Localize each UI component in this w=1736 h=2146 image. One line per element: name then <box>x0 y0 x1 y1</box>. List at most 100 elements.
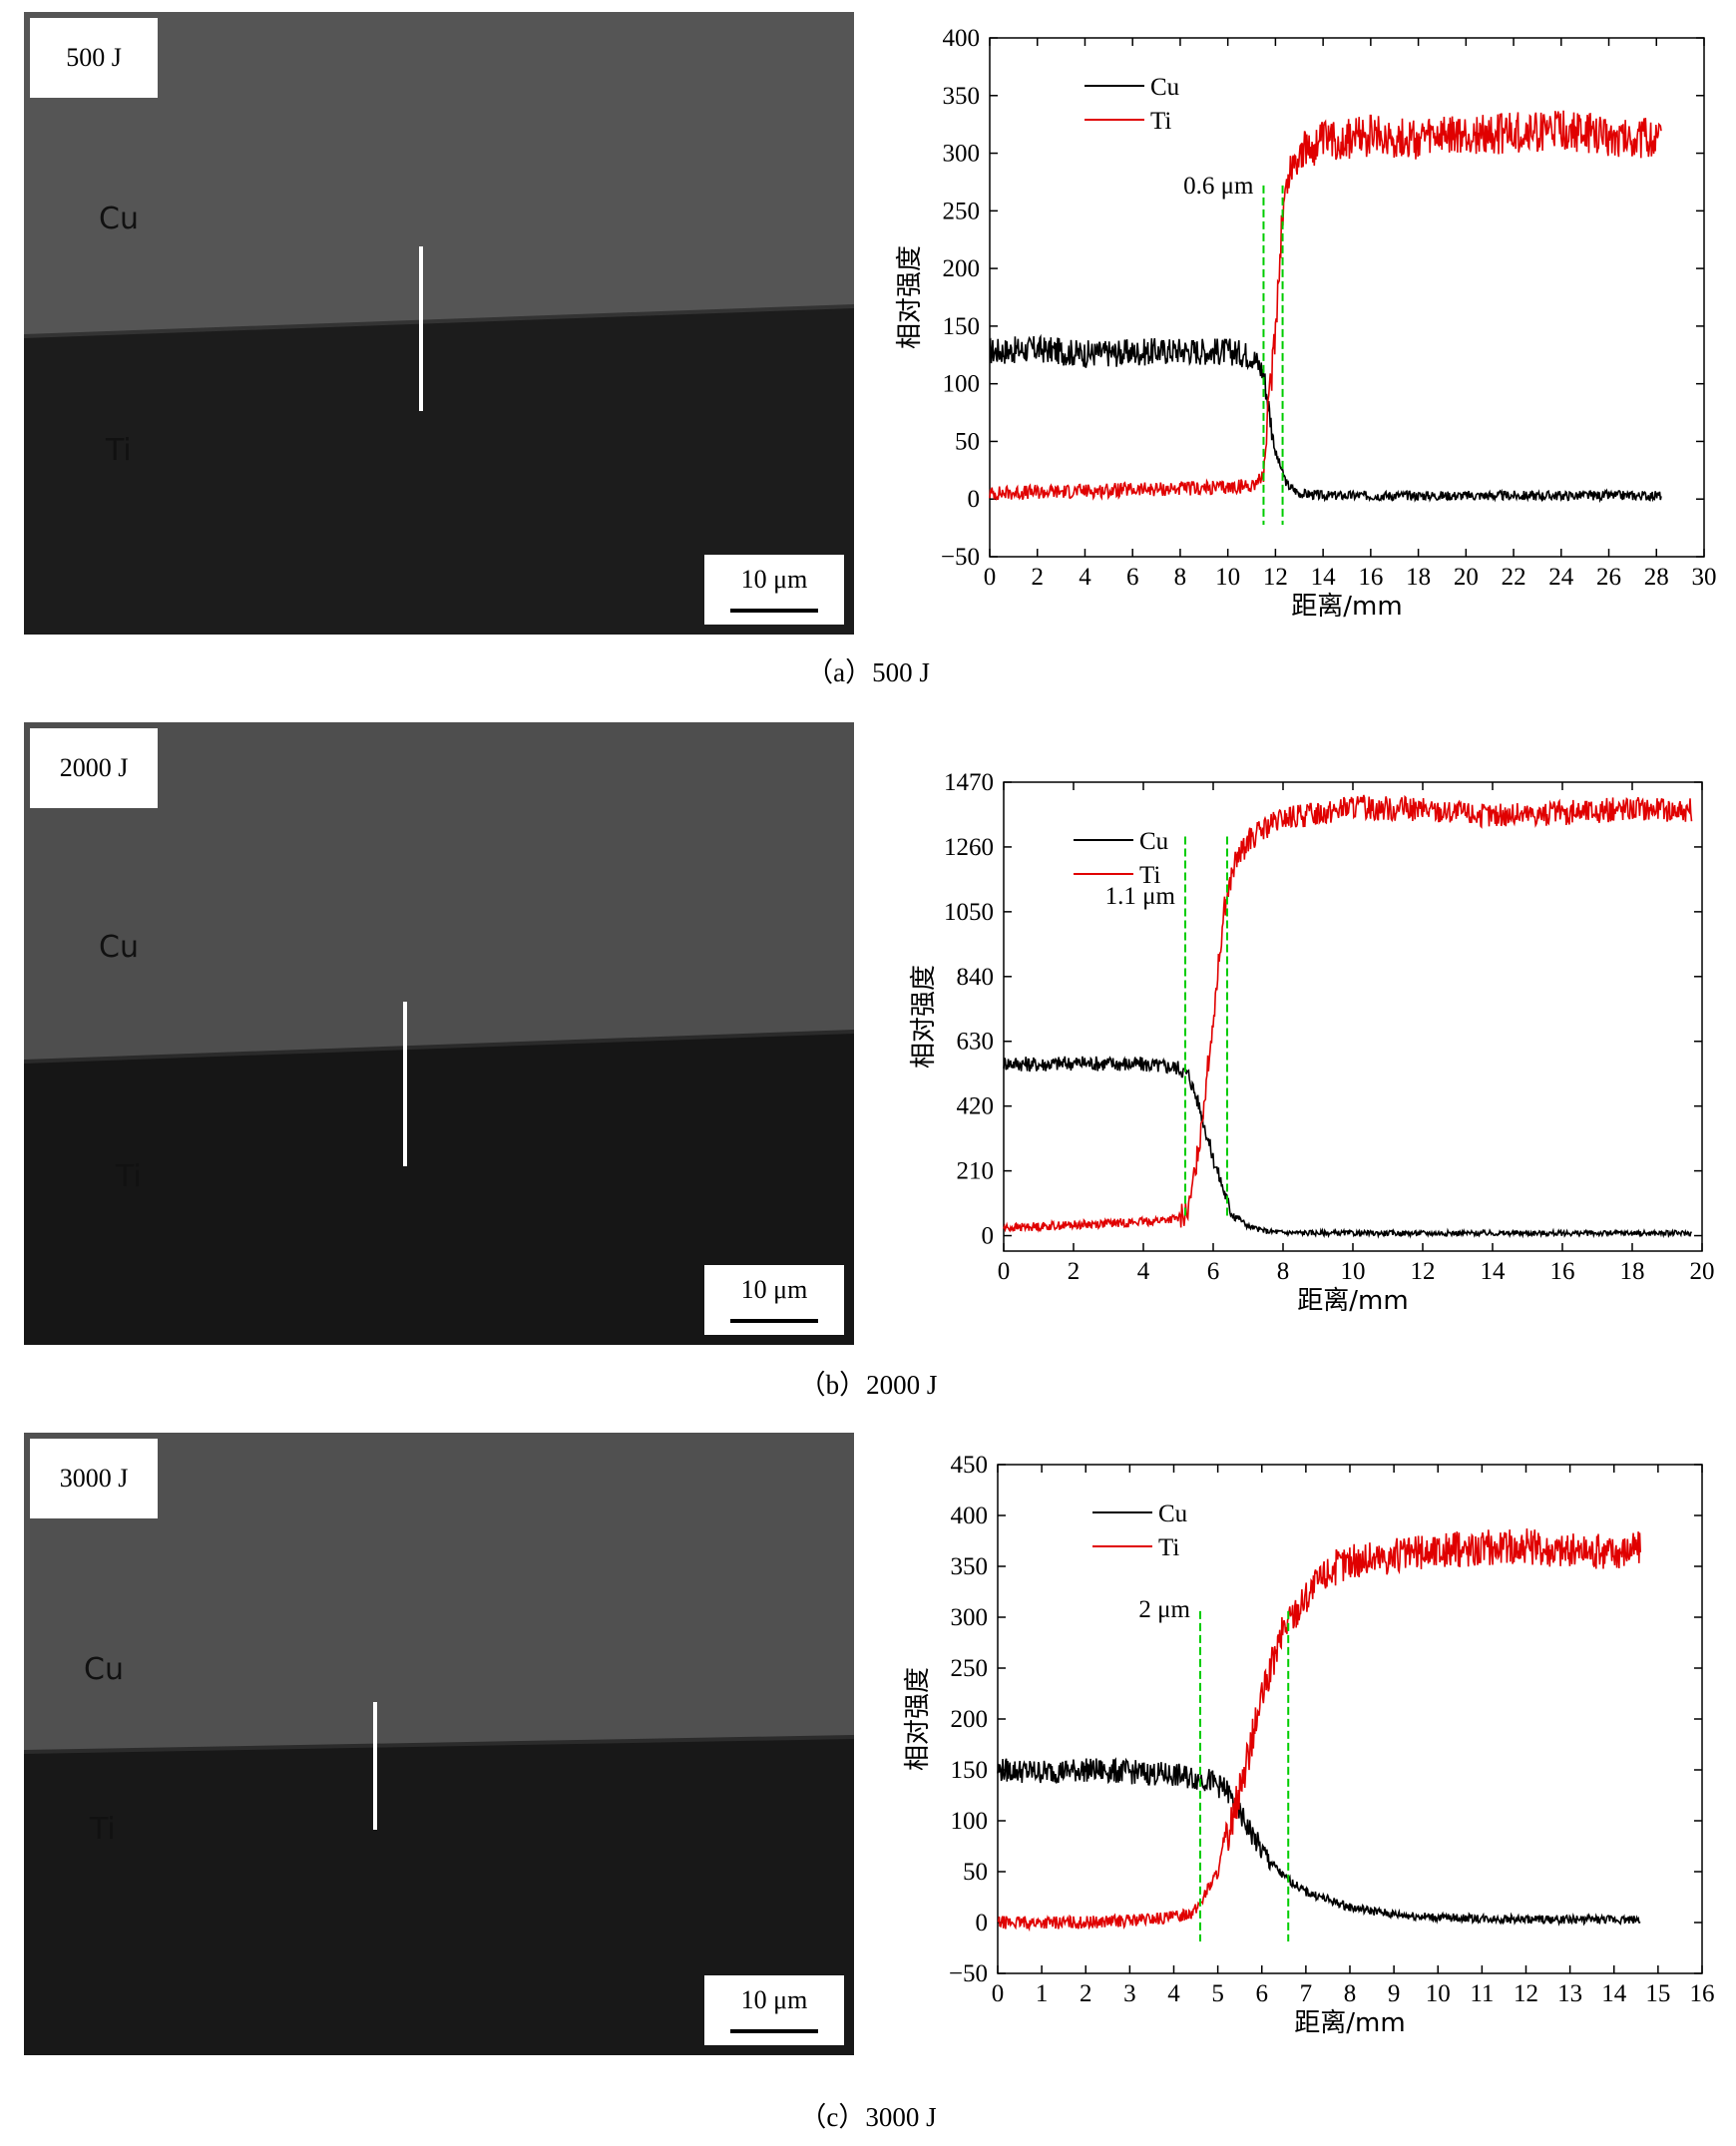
panel-b: 2000 J Cu Ti 10 μm 0 2 4 6 8 10 12 14 16 18 20 0 210… <box>0 710 1736 1425</box>
y-tick-label: 50 <box>955 428 980 455</box>
x-tick-label: 6 <box>1207 1258 1220 1285</box>
x-tick-label: 16 <box>1690 1980 1715 2007</box>
x-tick-label: 10 <box>1215 564 1240 591</box>
x-tick-label: 14 <box>1311 564 1337 591</box>
x-tick-label: 16 <box>1358 564 1383 591</box>
plot-frame <box>1003 781 1703 1252</box>
x-tick-label: 2 <box>1080 1980 1092 2007</box>
x-tick-label: 18 <box>1620 1258 1645 1285</box>
x-tick-label: 26 <box>1596 564 1621 591</box>
y-tick-label: 300 <box>951 1604 989 1631</box>
plot-frame <box>989 37 1705 558</box>
y-tick-label: 420 <box>957 1093 995 1120</box>
x-tick-label: 2 <box>1031 564 1044 591</box>
legend-label-ti: Ti <box>1150 108 1171 135</box>
x-tick-label: 0 <box>984 564 997 591</box>
legend-label-cu: Cu <box>1150 74 1180 101</box>
series-line-cu <box>989 333 1662 504</box>
x-tick-label: 22 <box>1502 564 1526 591</box>
x-tick-label: 20 <box>1454 564 1479 591</box>
y-tick-label: 1260 <box>944 834 994 861</box>
y-tick-label: 1470 <box>944 769 994 796</box>
chart-svg: 0 1 2 3 4 5 6 7 8 9 10 11 12 13 14 15 16−500501001502002… <box>903 1452 1715 2038</box>
sem-micrograph <box>24 722 854 1345</box>
line-scan-chart-a: 0 2 4 6 8 10 12 14 16 18 20 22 24 26 28 30 −50 0 50 100 150 2… <box>878 0 1736 658</box>
diffusion-width-label: 0.6 μm <box>1183 173 1254 200</box>
x-tick-label: 18 <box>1406 564 1431 591</box>
x-tick-label: 12 <box>1263 564 1288 591</box>
x-tick-label: 28 <box>1644 564 1669 591</box>
caption-c: （c）3000 J <box>799 2102 937 2132</box>
x-tick-label: 4 <box>1079 564 1091 591</box>
x-tick-label: 3 <box>1123 1980 1136 2007</box>
legend-label-cu: Cu <box>1139 828 1169 855</box>
y-tick-label: 840 <box>957 964 995 991</box>
y-tick-label: 630 <box>957 1029 995 1056</box>
y-axis-label: 相对强度 <box>903 1667 933 1771</box>
region-cu-label: Cu <box>84 1652 124 1687</box>
x-tick-label: 13 <box>1557 1980 1582 2007</box>
y-tick-label: 350 <box>943 83 981 110</box>
y-tick-label: 200 <box>951 1706 989 1733</box>
energy-label: 2000 J <box>30 728 158 808</box>
line-scan-chart-c: 0 1 2 3 4 5 6 7 8 9 10 11 12 13 14 15 16 −50 0 50 100 150 200 2… <box>878 1421 1736 2079</box>
x-tick-label: 1 <box>1036 1980 1049 2007</box>
energy-label: 500 J <box>30 18 158 98</box>
scale-bar-line <box>730 1319 818 1323</box>
x-tick-label: 20 <box>1690 1258 1715 1285</box>
legend-label-cu: Cu <box>1158 1501 1188 1527</box>
x-tick-label: 6 <box>1126 564 1139 591</box>
scale-bar-line <box>730 609 818 613</box>
scale-bar: 10 μm <box>704 1265 844 1335</box>
scale-bar: 10 μm <box>704 555 844 625</box>
y-tick-label: 100 <box>951 1808 989 1835</box>
x-tick-label: 8 <box>1174 564 1187 591</box>
panel-c: 3000 J Cu Ti 10 μm 0 1 2 3 4 5 6 7 8 9 10 11 12 13 14 1… <box>0 1421 1736 2135</box>
x-tick-label: 10 <box>1341 1258 1366 1285</box>
y-tick-label: 400 <box>943 25 981 52</box>
legend-label-ti: Ti <box>1158 1534 1179 1561</box>
chart-svg: 0 2 4 6 8 10 12 14 16 18 20 0 210 420 630 840 1050 1260 14… <box>909 769 1715 1316</box>
caption-b: （b）2000 J <box>798 1370 938 1400</box>
x-tick-label: 2 <box>1068 1258 1081 1285</box>
x-axis-label: 距离/mm <box>1297 1286 1408 1316</box>
x-tick-label: 9 <box>1388 1980 1401 2007</box>
region-ti-label: Ti <box>106 433 132 468</box>
sem-image-a: 500 J Cu Ti 10 μm <box>24 12 854 635</box>
series-line-ti <box>997 1528 1641 1932</box>
x-tick-label: 11 <box>1470 1980 1494 2007</box>
y-tick-label: 450 <box>951 1452 989 1479</box>
series-line-cu <box>997 1757 1641 1927</box>
y-tick-label: 300 <box>943 141 981 168</box>
region-cu-label: Cu <box>99 930 139 965</box>
scale-bar-label: 10 μm <box>740 1275 808 1304</box>
x-tick-label: 16 <box>1550 1258 1575 1285</box>
legend-label-ti: Ti <box>1139 862 1160 889</box>
x-tick-label: 14 <box>1481 1258 1507 1285</box>
line-scan-path <box>373 1702 377 1830</box>
caption-a: （a）500 J <box>806 657 930 687</box>
x-tick-label: 12 <box>1514 1980 1538 2007</box>
y-axis-label: 相对强度 <box>909 965 939 1069</box>
y-tick-label: −50 <box>941 544 980 571</box>
line-scan-path <box>419 246 423 411</box>
x-tick-label: 15 <box>1645 1980 1670 2007</box>
x-tick-label: 0 <box>992 1980 1005 2007</box>
y-tick-label: 200 <box>943 255 981 282</box>
region-ti-label: Ti <box>116 1159 142 1194</box>
y-tick-label: 250 <box>943 198 981 224</box>
x-tick-label: 24 <box>1548 564 1574 591</box>
y-tick-label: 0 <box>982 1223 995 1250</box>
scale-bar-label: 10 μm <box>740 565 808 594</box>
y-tick-label: 0 <box>976 1910 989 1936</box>
sem-micrograph <box>24 12 854 635</box>
line-scan-chart-b: 0 2 4 6 8 10 12 14 16 18 20 0 210 420 630 840 1050 1260 14… <box>878 710 1736 1369</box>
scale-bar-line <box>730 2029 818 2033</box>
y-tick-label: 150 <box>943 313 981 340</box>
series-line-ti <box>989 110 1662 501</box>
sem-micrograph <box>24 1433 854 2055</box>
diffusion-width-label: 1.1 μm <box>1105 883 1176 910</box>
line-scan-path <box>403 1002 407 1166</box>
x-tick-label: 8 <box>1277 1258 1290 1285</box>
y-tick-label: 1050 <box>944 899 994 926</box>
